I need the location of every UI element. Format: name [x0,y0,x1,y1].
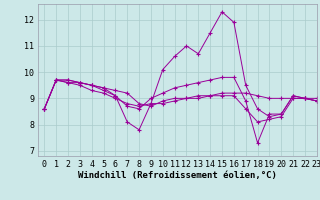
X-axis label: Windchill (Refroidissement éolien,°C): Windchill (Refroidissement éolien,°C) [78,171,277,180]
